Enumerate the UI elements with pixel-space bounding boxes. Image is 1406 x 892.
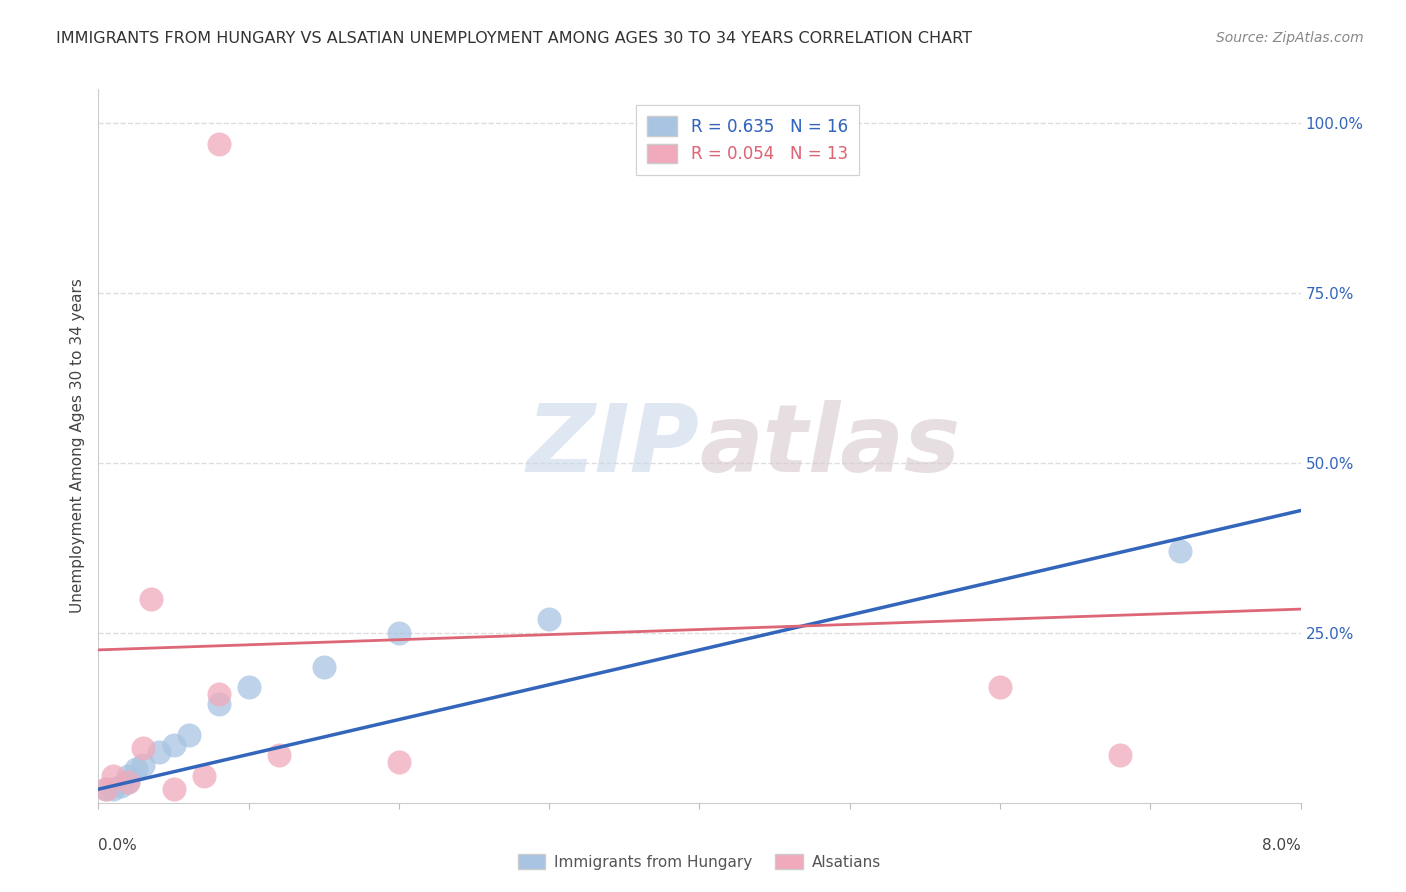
Point — [110, 779, 132, 793]
Point — [312, 660, 335, 674]
Point — [1168, 544, 1191, 558]
Point — [267, 748, 290, 763]
Point — [538, 612, 561, 626]
Point — [238, 680, 260, 694]
Point — [117, 775, 139, 789]
Point — [132, 741, 155, 756]
Point — [193, 769, 215, 783]
Legend: R = 0.635   N = 16, R = 0.054   N = 13: R = 0.635 N = 16, R = 0.054 N = 13 — [636, 104, 859, 175]
Text: 0.0%: 0.0% — [98, 838, 138, 854]
Text: 8.0%: 8.0% — [1261, 838, 1301, 854]
Point — [1109, 748, 1132, 763]
Point — [208, 698, 231, 712]
Point — [162, 782, 184, 797]
Point — [117, 775, 139, 789]
Y-axis label: Unemployment Among Ages 30 to 34 years: Unemployment Among Ages 30 to 34 years — [69, 278, 84, 614]
Point — [988, 680, 1011, 694]
Point — [162, 738, 184, 752]
Text: atlas: atlas — [700, 400, 960, 492]
Point — [132, 758, 155, 772]
Point — [177, 728, 200, 742]
Text: Source: ZipAtlas.com: Source: ZipAtlas.com — [1216, 31, 1364, 45]
Point — [139, 591, 162, 606]
Point — [208, 687, 231, 701]
Point — [388, 755, 411, 769]
Point — [94, 782, 117, 797]
Point — [208, 136, 231, 151]
Point — [125, 762, 148, 776]
Point — [103, 782, 125, 797]
Text: ZIP: ZIP — [527, 400, 700, 492]
Point — [117, 769, 139, 783]
Point — [148, 745, 170, 759]
Point — [94, 782, 117, 797]
Point — [388, 626, 411, 640]
Point — [103, 769, 125, 783]
Text: IMMIGRANTS FROM HUNGARY VS ALSATIAN UNEMPLOYMENT AMONG AGES 30 TO 34 YEARS CORRE: IMMIGRANTS FROM HUNGARY VS ALSATIAN UNEM… — [56, 31, 972, 46]
